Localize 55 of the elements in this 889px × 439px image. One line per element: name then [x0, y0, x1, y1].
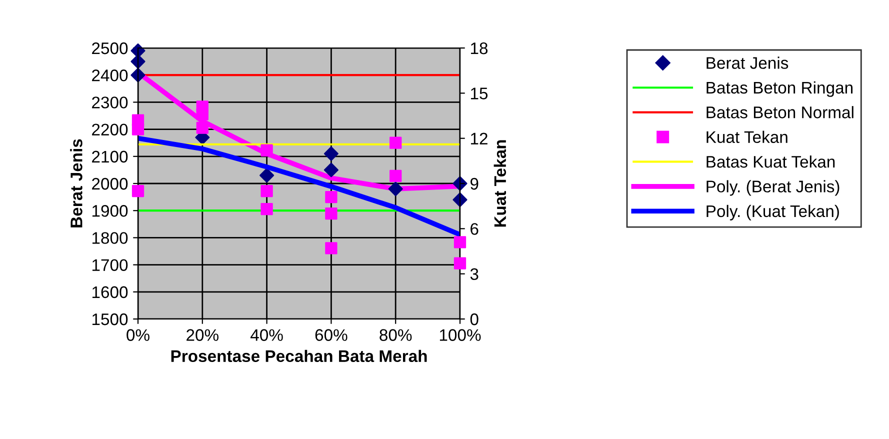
legend-label: Poly. (Kuat Tekan): [706, 204, 839, 220]
point: [324, 146, 338, 161]
y-tick-label: 1900: [92, 205, 128, 217]
point: [260, 203, 273, 216]
y2-axis-title: Kuat Tekan: [494, 140, 506, 227]
legend-label: Batas Beton Normal: [706, 106, 854, 118]
point: [132, 184, 144, 198]
point: [388, 182, 403, 196]
point: [130, 68, 146, 82]
x-tick-label: 80%: [380, 329, 412, 341]
point: [390, 136, 402, 149]
legend-label: Berat Jenis: [706, 56, 788, 69]
x-axis-title: Prosentase Pecahan Bata Merah: [171, 350, 427, 362]
y-tick-label: 1500: [92, 313, 128, 326]
y2-tick-label: 12: [470, 132, 488, 144]
x-tick-label: 0%: [126, 329, 150, 341]
point: [260, 168, 274, 183]
point: [454, 236, 466, 248]
point: [196, 122, 208, 134]
x-tick-label: 40%: [250, 329, 283, 341]
point: [260, 184, 273, 198]
y2-tick-label: 6: [470, 223, 478, 235]
x-tick-label: 20%: [186, 329, 218, 341]
y2-tick-label: 3: [470, 268, 478, 280]
y2-tick-label: 0: [470, 313, 478, 326]
x-tick-label: 100%: [440, 329, 481, 341]
y-axis-title: Berat Jenis: [70, 139, 82, 228]
y2-tick-label: 18: [470, 42, 488, 54]
y-tick-label: 2100: [92, 150, 128, 163]
point: [130, 54, 146, 69]
y2-tick-label: 15: [470, 88, 488, 100]
point: [325, 208, 338, 220]
y2-tick-label: 9: [470, 178, 478, 190]
point: [260, 144, 273, 156]
y-tick-label: 2200: [92, 124, 128, 136]
point: [325, 190, 338, 204]
y-tick-label: 2400: [92, 70, 128, 82]
y-tick-label: 1600: [92, 286, 128, 298]
point: [390, 170, 402, 182]
legend-label: Batas Beton Ringan: [706, 81, 852, 97]
y-tick-label: 2000: [92, 178, 128, 190]
point: [325, 242, 338, 254]
legend-label: Poly. (Berat Jenis): [706, 180, 840, 196]
y-tick-label: 1700: [92, 259, 128, 272]
point: [132, 123, 144, 136]
y-tick-label: 2300: [92, 96, 128, 108]
point: [324, 162, 338, 178]
point: [454, 257, 466, 270]
y-tick-label: 1800: [92, 232, 128, 244]
point: [452, 176, 468, 191]
legend-label: Kuat Tekan: [706, 130, 788, 144]
legend-label: Batas Kuat Tekan: [706, 155, 835, 168]
x-tick-label: 60%: [315, 329, 348, 341]
y-tick-label: 2500: [92, 42, 128, 54]
point: [196, 108, 208, 120]
